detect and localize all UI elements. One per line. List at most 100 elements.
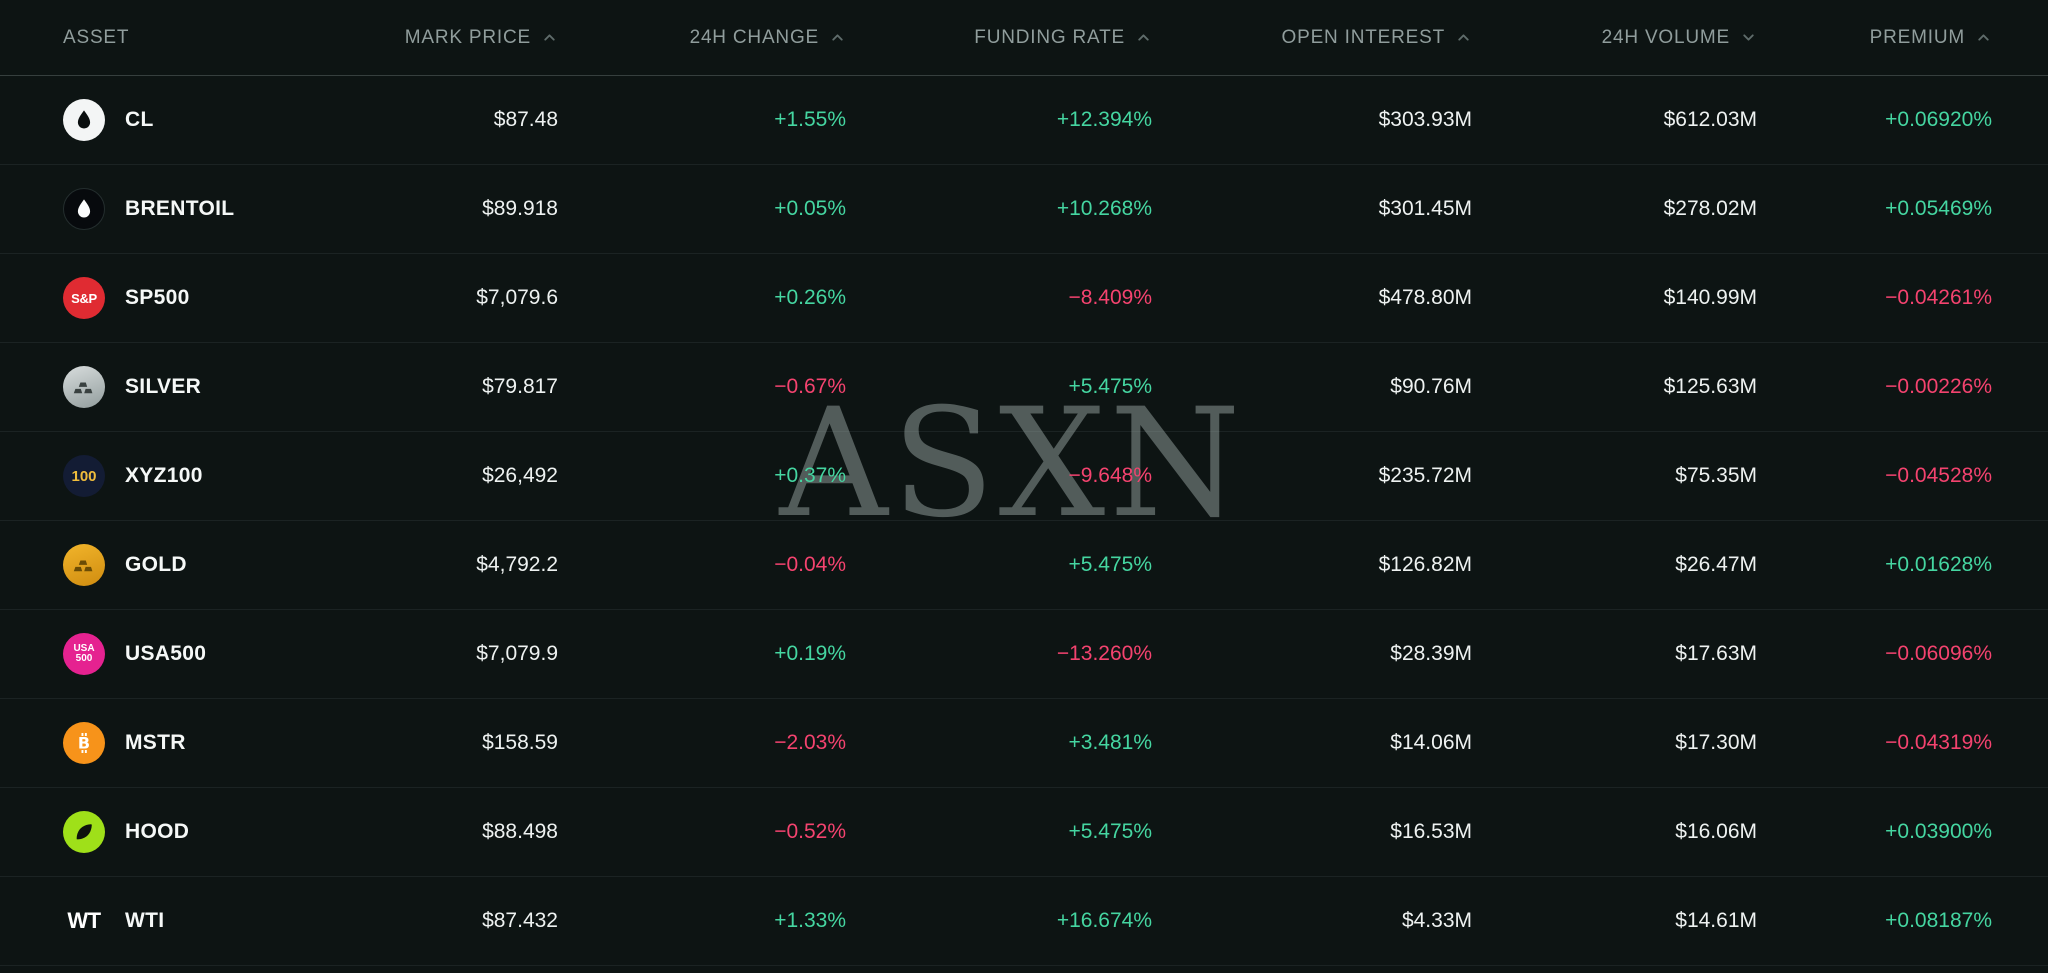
funding-rate-value: +3.481% [1068,731,1153,754]
asset-icon: B [63,544,105,586]
volume-24h-value: $17.30M [1675,731,1757,754]
column-header-premium[interactable]: PREMIUM [1757,27,1992,49]
asset-name: CL [125,108,154,131]
premium-value: −0.04261% [1885,286,1992,309]
feather-icon [76,824,92,840]
asset-cell: B CL [63,99,280,141]
column-label: PREMIUM [1869,26,1965,48]
volume-24h-value: $612.03M [1663,108,1757,131]
column-header-funding-rate[interactable]: FUNDING RATE [846,27,1152,49]
asset-name: SILVER [125,375,202,398]
column-header-24h-change[interactable]: 24H CHANGE [558,27,846,49]
sort-chevron-icon [829,29,846,46]
column-label: 24H VOLUME [1601,26,1730,48]
asset-icon: B 100 [63,455,105,497]
asset-cell: B 100 XYZ100 [63,455,280,497]
open-interest-value: $28.39M [1390,642,1472,665]
asset-name: WTI [125,909,165,932]
premium-value: +0.03900% [1885,820,1992,843]
asset-cell: B SILVER [63,366,280,408]
open-interest-value: $235.72M [1378,464,1472,487]
volume-24h-value: $17.63M [1675,642,1757,665]
oil-droplet-icon [77,199,91,218]
asset-cell: B GOLD [63,544,280,586]
premium-value: −0.00226% [1885,375,1992,398]
column-header-24h-volume[interactable]: 24H VOLUME [1472,27,1757,49]
change-24h-value: −0.52% [774,820,846,843]
asset-icon: B [63,99,105,141]
asset-cell: B S&P SP500 [63,277,280,319]
volume-24h-value: $26.47M [1675,553,1757,576]
asset-name: MSTR [125,731,186,754]
change-24h-value: +1.55% [774,108,846,131]
sort-chevron-icon [1135,29,1152,46]
funding-rate-value: +5.475% [1068,820,1153,843]
sort-chevron-icon [1455,29,1472,46]
funding-rate-value: +16.674% [1056,909,1152,932]
column-label: MARK PRICE [404,26,531,48]
table-row[interactable]: B USA 500 USA500 $7,079.9 +0.19% −13.260… [0,610,2048,699]
mark-price-value: $7,079.9 [476,642,558,665]
premium-value: −0.04528% [1885,464,1992,487]
asset-icon: B [63,188,105,230]
column-header-open-interest[interactable]: OPEN INTEREST [1152,27,1472,49]
open-interest-value: $16.53M [1390,820,1472,843]
premium-value: −0.04319% [1885,731,1992,754]
funding-rate-value: +5.475% [1068,553,1153,576]
table-row[interactable]: B WT WTI $87.432 +1.33% +16.674% $4.33M … [0,877,2048,966]
asset-icon: B [63,811,105,853]
table-row[interactable]: B CL $87.48 +1.55% +12.394% $303.93M $61… [0,76,2048,165]
table-row[interactable]: B HOOD $88.498 −0.52% +5.475% $16.53M $1… [0,788,2048,877]
change-24h-value: +0.37% [774,464,846,487]
asset-name: XYZ100 [125,464,203,487]
table-row[interactable]: B GOLD $4,792.2 −0.04% +5.475% $126.82M … [0,521,2048,610]
funding-rate-value: −13.260% [1056,642,1152,665]
change-24h-value: +1.33% [774,909,846,932]
table-row[interactable]: B S&P SP500 $7,079.6 +0.26% −8.409% $478… [0,254,2048,343]
column-header-mark-price[interactable]: MARK PRICE [280,27,558,49]
open-interest-value: $478.80M [1378,286,1472,309]
column-header-asset[interactable]: ASSET [63,27,280,49]
column-label: ASSET [63,26,130,48]
mark-price-value: $89.918 [482,197,558,220]
funding-rate-value: −8.409% [1068,286,1153,309]
change-24h-value: −2.03% [774,731,846,754]
asset-icon-text: S&P [71,290,97,306]
change-24h-value: +0.26% [774,286,846,309]
sort-chevron-icon [1740,29,1757,46]
change-24h-value: +0.05% [774,197,846,220]
mark-price-value: $88.498 [482,820,558,843]
asset-name: USA500 [125,642,207,665]
asset-icon: B WT [63,900,105,942]
asset-cell: B HOOD [63,811,280,853]
mark-price-value: $7,079.6 [476,286,558,309]
volume-24h-value: $16.06M [1675,820,1757,843]
asset-cell: B MSTR [63,722,280,764]
asset-name: SP500 [125,286,190,309]
table-row[interactable]: B BRENTOIL $89.918 +0.05% +10.268% $301.… [0,165,2048,254]
change-24h-value: −0.67% [774,375,846,398]
asset-cell: B USA 500 USA500 [63,633,280,675]
volume-24h-value: $140.99M [1663,286,1757,309]
premium-value: +0.06920% [1885,108,1992,131]
metal-ingots-icon [73,382,93,394]
volume-24h-value: $278.02M [1663,197,1757,220]
mark-price-value: $158.59 [482,731,558,754]
open-interest-value: $4.33M [1401,909,1472,932]
mark-price-value: $87.432 [482,909,558,932]
mark-price-value: $26,492 [482,464,558,487]
asset-icon: B S&P [63,277,105,319]
asset-icon: B [63,722,105,764]
premium-value: +0.01628% [1885,553,1992,576]
table-row[interactable]: B 100 XYZ100 $26,492 +0.37% −9.648% $235… [0,432,2048,521]
open-interest-value: $14.06M [1390,731,1472,754]
asset-name: HOOD [125,820,190,843]
asset-cell: B WT WTI [63,900,280,942]
table-row[interactable]: B SILVER $79.817 −0.67% +5.475% $90.76M … [0,343,2048,432]
asset-cell: B BRENTOIL [63,188,280,230]
table-row[interactable]: B MSTR $158.59 −2.03% +3.481% $14.06M $1… [0,699,2048,788]
oil-droplet-icon [77,110,91,129]
bitcoin-icon: B [78,733,90,753]
open-interest-value: $303.93M [1378,108,1472,131]
asset-icon-text: 100 [71,467,97,485]
